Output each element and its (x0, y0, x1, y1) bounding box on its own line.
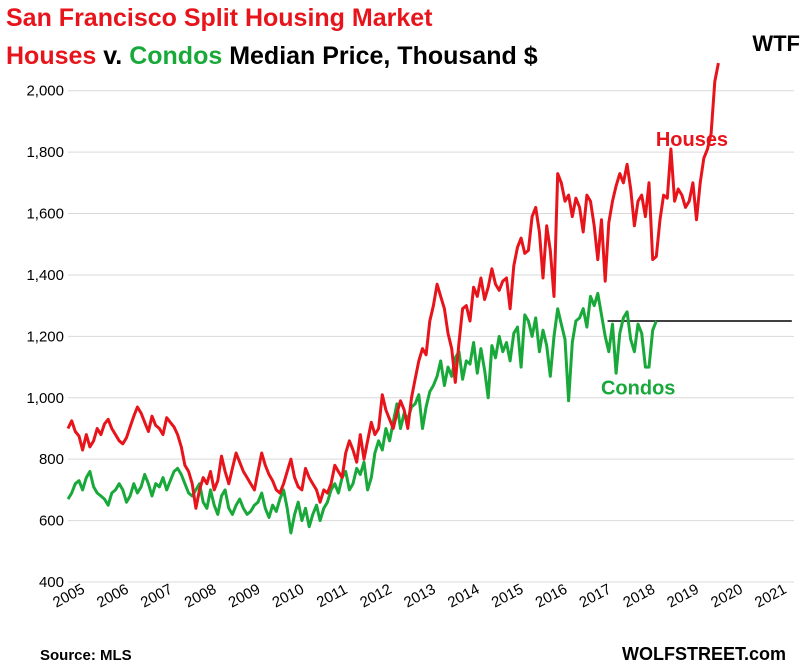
x-tick-label: 2015 (489, 581, 526, 612)
x-tick-label: 2012 (357, 581, 394, 612)
y-tick-label: 800 (39, 451, 64, 468)
x-tick-label: 2021 (752, 581, 789, 612)
x-tick-label: 2017 (577, 581, 614, 612)
subtitle-rest: Median Price, Thousand $ (222, 42, 538, 70)
brand-label: WOLFSTREET.com (621, 644, 786, 664)
subtitle-houses: Houses (6, 42, 97, 70)
x-tick-label: 2008 (182, 581, 219, 612)
y-tick-label: 1,200 (26, 328, 64, 345)
series-line-condos (66, 291, 658, 535)
y-tick-label: 1,400 (26, 267, 64, 284)
annotation-label: Houses (656, 129, 728, 151)
x-tick-label: 2013 (401, 581, 438, 612)
annotation-label: Condos (601, 378, 675, 400)
chart-title: San Francisco Split Housing Market (6, 4, 433, 32)
x-tick-label: 2016 (533, 581, 570, 612)
x-tick-label: 2019 (664, 581, 701, 612)
subtitle-condos: Condos (129, 42, 223, 70)
subtitle-versus: v. (96, 42, 130, 70)
x-tick-label: 2020 (708, 581, 745, 612)
x-tick-label: 2010 (269, 581, 306, 612)
x-tick-label: 2018 (620, 581, 657, 612)
series-line-houses (66, 62, 720, 510)
y-tick-label: 1,000 (26, 390, 64, 407)
y-tick-label: 2,000 (26, 83, 64, 100)
x-tick-label: 2014 (445, 581, 482, 612)
y-tick-label: 400 (39, 574, 64, 591)
annotation-label: WTF (752, 31, 800, 56)
y-tick-label: 600 (39, 513, 64, 530)
source-label: Source: MLS (40, 647, 132, 664)
x-tick-label: 2006 (94, 581, 131, 612)
chart-subtitle: Houses v. Condos Median Price, Thousand … (6, 42, 538, 71)
x-tick-label: 2009 (226, 581, 263, 612)
y-tick-label: 1,600 (26, 206, 64, 223)
x-tick-label: 2011 (314, 581, 350, 611)
x-tick-label: 2007 (138, 581, 175, 612)
y-tick-label: 1,800 (26, 144, 64, 161)
